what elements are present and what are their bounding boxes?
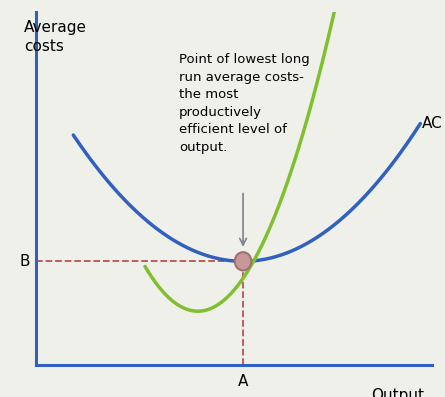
- Text: Output: Output: [371, 388, 424, 397]
- Text: Average
costs: Average costs: [24, 20, 87, 54]
- Text: Point of lowest long
run average costs-
the most
productively
efficient level of: Point of lowest long run average costs- …: [179, 54, 310, 154]
- Text: A: A: [238, 374, 248, 389]
- Text: AC: AC: [422, 116, 443, 131]
- Circle shape: [235, 252, 251, 270]
- Text: B: B: [20, 254, 30, 269]
